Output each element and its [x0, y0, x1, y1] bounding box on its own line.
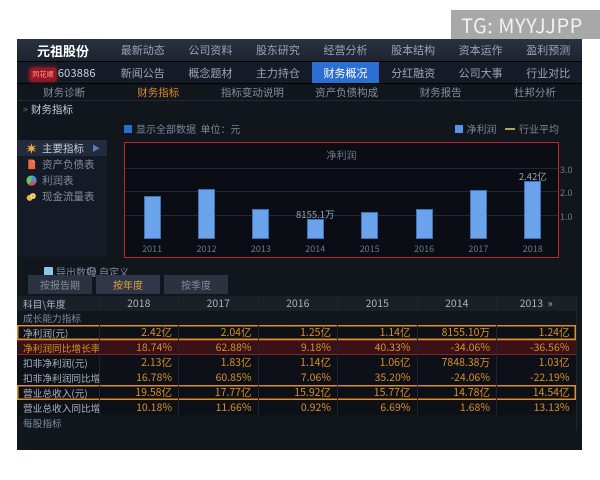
svg-text:¥: ¥: [32, 193, 34, 199]
